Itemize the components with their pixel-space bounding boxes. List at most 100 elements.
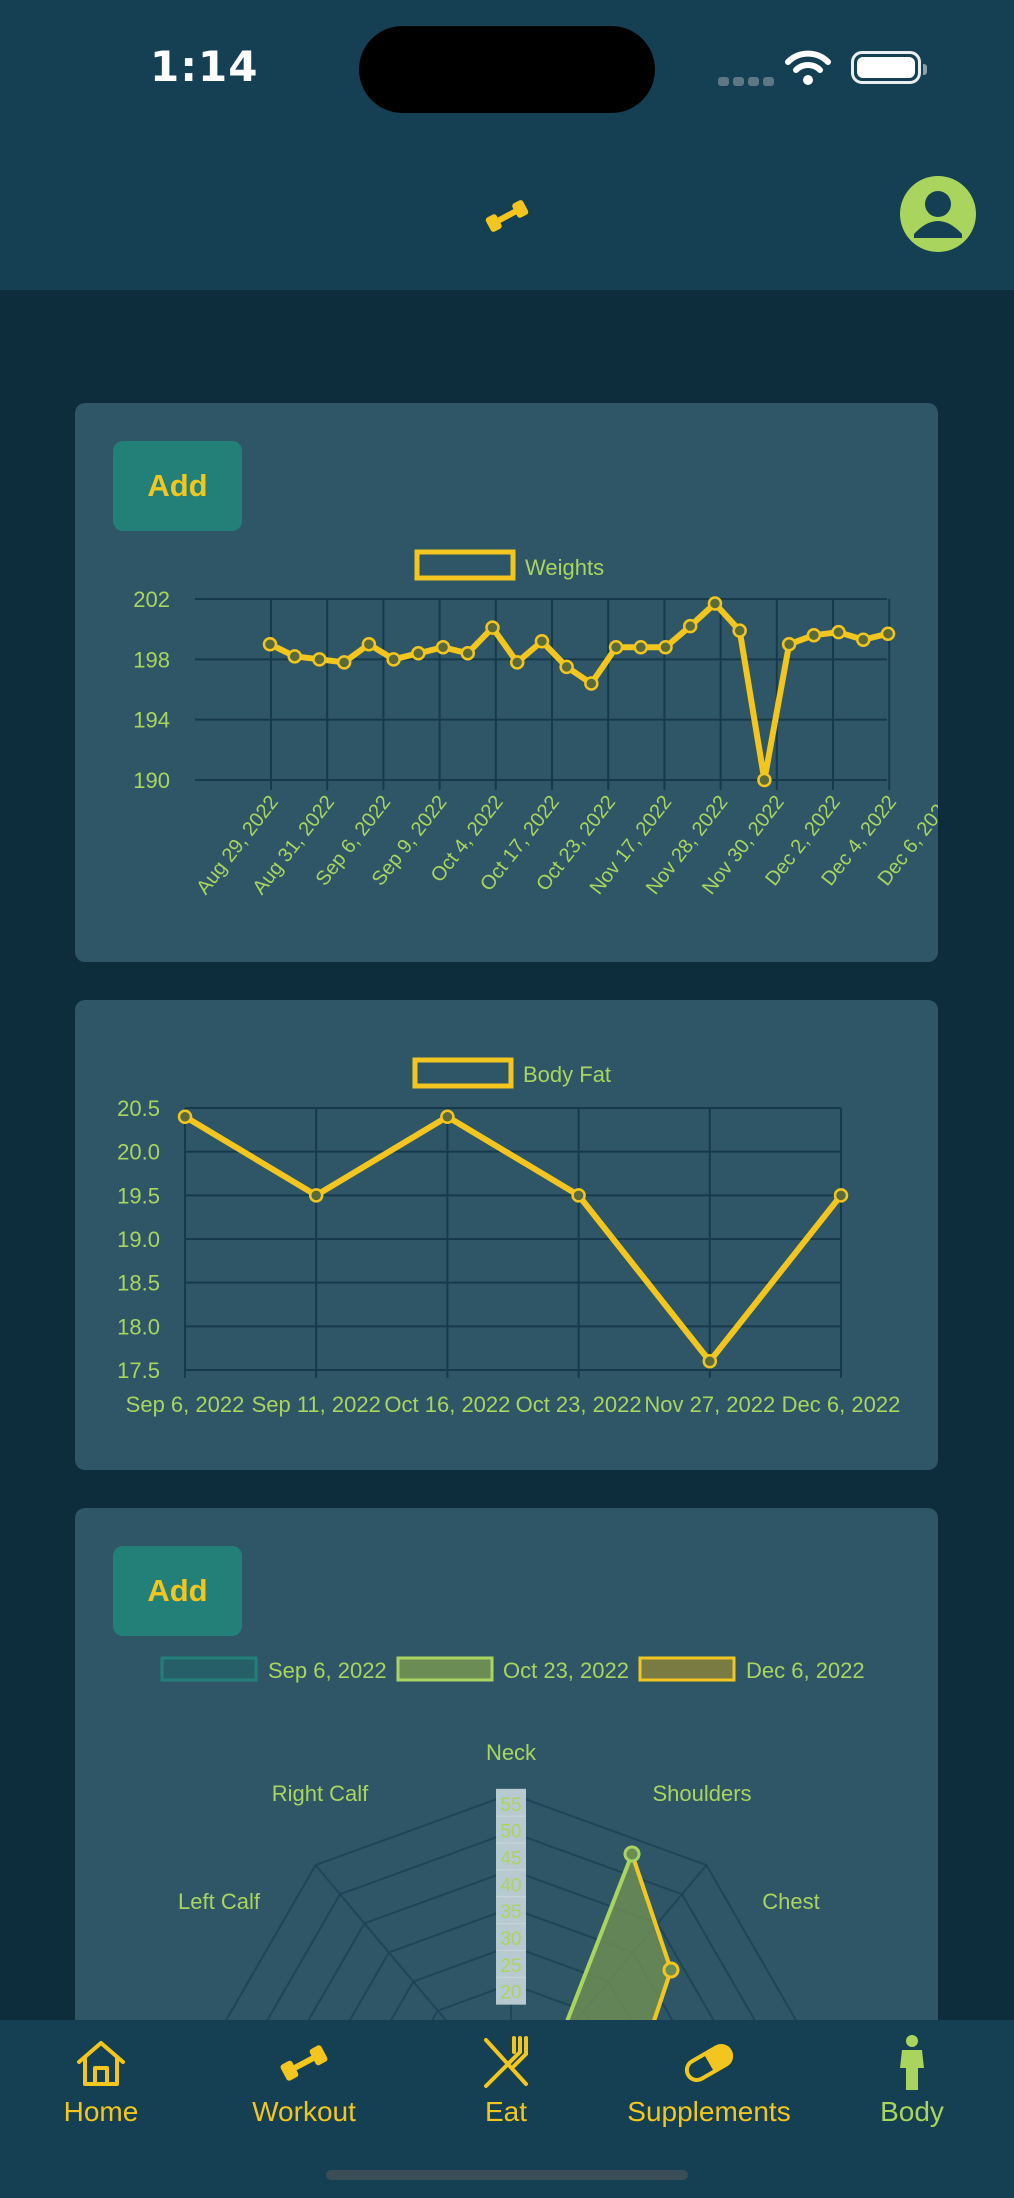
tab-home[interactable]: Home: [1, 2020, 201, 2160]
bodyfat-y-tick: 19.0: [117, 1227, 160, 1252]
tab-workout-label: Workout: [204, 2096, 404, 2128]
tab-eat-label: Eat: [406, 2096, 606, 2128]
home-icon: [74, 2038, 128, 2088]
tab-body[interactable]: Body: [812, 2020, 1012, 2160]
header-bar: 1:14: [0, 0, 1014, 290]
weights-point[interactable]: [684, 620, 696, 632]
cellular-signal-icon: [718, 73, 778, 91]
radar-tick-label: 25: [500, 1956, 521, 1977]
bodyfat-y-tick: 19.5: [117, 1183, 160, 1208]
radar-tick-label: 35: [500, 1902, 521, 1923]
weights-point[interactable]: [833, 626, 845, 638]
radar-tick-label: 55: [500, 1795, 521, 1816]
weights-point[interactable]: [882, 628, 894, 640]
tab-eat[interactable]: Eat: [406, 2020, 606, 2160]
radar-tick-label: 45: [500, 1849, 521, 1870]
weights-point[interactable]: [412, 647, 424, 659]
wifi-icon: [785, 50, 831, 86]
fork-knife-icon: [478, 2034, 534, 2090]
weights-y-tick: 190: [133, 768, 170, 793]
tab-home-label: Home: [1, 2096, 201, 2128]
tab-supplements-label: Supplements: [609, 2096, 809, 2128]
bodyfat-chart: 17.5 18.0 18.5 19.0 19.5 20.0 20.5 Sep 6, 2022…: [75, 1000, 938, 1470]
weights-point[interactable]: [437, 641, 449, 653]
radar-tick-label: 40: [500, 1875, 521, 1896]
weights-point[interactable]: [758, 774, 770, 786]
bodyfat-card: 17.5 18.0 18.5 19.0 19.5 20.0 20.5 Sep 6, 2022…: [75, 1000, 938, 1470]
weights-card: Add 190 194 198 202 Aug 29, 2022 Aug 31, 202…: [75, 403, 938, 962]
weights-point[interactable]: [734, 625, 746, 637]
bodyfat-x-tick: Oct 23, 2022: [516, 1392, 642, 1417]
radar-label-neck: Neck: [486, 1740, 537, 1765]
tab-workout[interactable]: Workout: [204, 2020, 404, 2160]
weights-point[interactable]: [660, 641, 672, 653]
weights-point[interactable]: [486, 622, 498, 634]
home-indicator: [326, 2170, 688, 2180]
weights-point[interactable]: [511, 656, 523, 668]
legend-label-dec6: Dec 6, 2022: [746, 1658, 865, 1683]
bodyfat-x-tick: Sep 11, 2022: [252, 1392, 381, 1417]
status-time: 1:14: [150, 42, 258, 91]
weights-point[interactable]: [610, 641, 622, 653]
radar-point-chest[interactable]: [664, 1963, 678, 1977]
weights-line: [270, 604, 888, 780]
tab-supplements[interactable]: Supplements: [609, 2020, 809, 2160]
bodyfat-y-tick: 18.0: [117, 1314, 160, 1339]
weights-point[interactable]: [313, 653, 325, 665]
dynamic-island: [359, 26, 655, 113]
weights-point[interactable]: [709, 598, 721, 610]
weights-point[interactable]: [289, 650, 301, 662]
tab-body-label: Body: [812, 2096, 1012, 2128]
bodyfat-point[interactable]: [441, 1111, 453, 1123]
weights-point[interactable]: [561, 661, 573, 673]
bodyfat-y-tick: 17.5: [117, 1358, 160, 1383]
legend-swatch-dec6[interactable]: [640, 1658, 734, 1680]
bodyfat-point[interactable]: [704, 1355, 716, 1367]
radar-tick-label: 50: [500, 1822, 521, 1843]
weights-y-tick: 198: [133, 647, 170, 672]
bodyfat-x-tick: Nov 27, 2022: [644, 1392, 775, 1417]
radar-point-shoulders[interactable]: [625, 1847, 639, 1861]
weights-point[interactable]: [264, 638, 276, 650]
bodyfat-y-tick: 20.0: [117, 1140, 160, 1165]
weights-legend-label: Weights: [525, 555, 604, 580]
bodyfat-x-tick: Oct 16, 2022: [384, 1392, 510, 1417]
weights-point[interactable]: [635, 641, 647, 653]
weights-point[interactable]: [388, 653, 400, 665]
person-icon: [892, 2034, 932, 2092]
weights-y-tick: 202: [133, 587, 170, 612]
legend-swatch-oct23[interactable]: [398, 1658, 492, 1680]
weights-point[interactable]: [585, 677, 597, 689]
battery-icon: [851, 51, 921, 84]
weights-point[interactable]: [338, 656, 350, 668]
radar-label-shoulders: Shoulders: [652, 1781, 751, 1806]
bodyfat-y-tick: 20.5: [117, 1096, 160, 1121]
bodyfat-point[interactable]: [179, 1111, 191, 1123]
weights-y-tick: 194: [133, 708, 170, 733]
weights-point[interactable]: [462, 647, 474, 659]
weights-point[interactable]: [363, 638, 375, 650]
capsule-icon: [681, 2038, 737, 2088]
legend-label-sep6: Sep 6, 2022: [268, 1658, 387, 1683]
bodyfat-legend-swatch[interactable]: [415, 1060, 511, 1086]
weights-point[interactable]: [536, 635, 548, 647]
bodyfat-x-tick: Sep 6, 2022: [126, 1392, 245, 1417]
radar-label-left-calf: Left Calf: [178, 1889, 261, 1914]
legend-label-oct23: Oct 23, 2022: [503, 1658, 629, 1683]
weights-legend-swatch[interactable]: [417, 552, 513, 578]
bodyfat-y-tick: 18.5: [117, 1271, 160, 1296]
radar-label-chest: Chest: [762, 1889, 819, 1914]
radar-tick-label: 30: [500, 1929, 521, 1950]
bodyfat-point[interactable]: [835, 1189, 847, 1201]
bodyfat-point[interactable]: [310, 1189, 322, 1201]
bodyfat-x-tick: Dec 6, 2022: [782, 1392, 901, 1417]
bodyfat-legend-label: Body Fat: [523, 1062, 611, 1087]
legend-swatch-sep6[interactable]: [162, 1658, 256, 1680]
weights-point[interactable]: [808, 629, 820, 641]
radar-label-right-calf: Right Calf: [272, 1781, 369, 1806]
bodyfat-point[interactable]: [573, 1189, 585, 1201]
weights-point[interactable]: [857, 634, 869, 646]
profile-avatar-button[interactable]: [900, 176, 976, 252]
weights-point[interactable]: [783, 638, 795, 650]
